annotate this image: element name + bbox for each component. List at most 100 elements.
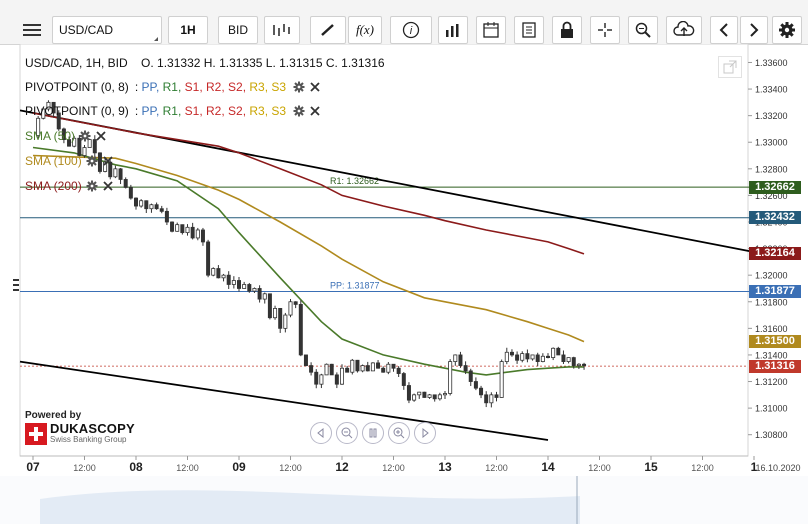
drawing-tool-button[interactable] [310,16,346,44]
chart-area[interactable]: 1.33600 1.33400 1.33200 1.33000 1.32800 1.326… [0,43,808,524]
candle-body [144,200,149,210]
candle-body [458,354,463,366]
plot-frame [19,43,749,457]
price-type-label: BID [227,23,248,37]
indicator-name: SMA (200) [25,179,82,193]
zoom-in-button[interactable] [388,422,410,444]
fullscreen-button[interactable] [718,56,742,78]
panel-drag-handle[interactable] [13,278,19,296]
pivot-level-pp: PP, [141,80,163,94]
candle-body [278,308,283,329]
indicator-controls[interactable] [86,154,114,168]
candle-body [283,314,288,329]
price-level-label: 1.31500 [749,335,801,349]
candle-body [453,354,458,362]
candle-body [329,363,334,376]
candle-body [67,139,72,147]
crosshair-button[interactable] [590,16,620,44]
indicator-controls[interactable] [86,179,114,193]
pivot-level-s3: S3 [271,80,290,94]
indicator-controls[interactable] [293,80,321,94]
price-type-select[interactable]: BID [218,16,258,44]
candle-body [360,365,365,372]
candle-body [195,229,200,239]
candle-body [128,187,133,199]
pan-right-button[interactable] [414,422,436,444]
y-tick-label: 1.33600 [755,58,788,68]
scroll-left-button[interactable] [710,16,738,44]
candle-body [273,308,278,319]
candle-body [46,101,51,110]
x-tick-label: 12:00 [588,463,611,473]
candle-body [113,168,118,178]
menu-icon[interactable] [17,16,47,44]
sma-200-line [32,112,585,255]
candle-body [494,394,499,398]
upload-button[interactable] [666,16,702,44]
candle-body [211,268,216,276]
scroll-right-button[interactable] [740,16,768,44]
zoom-out-button[interactable] [336,422,358,444]
lock-button[interactable] [552,16,582,44]
indicator-legend-row[interactable]: SMA (200) [25,179,114,193]
candle-body [551,347,556,358]
candle-body [257,288,262,300]
candle-body [546,355,551,358]
x-tick-label: 12 [335,460,349,474]
x-tick-label: 12:00 [176,463,199,473]
candle-body [303,354,308,366]
chart-navigation [310,422,436,444]
close-icon [103,156,113,166]
indicator-controls[interactable] [79,129,107,143]
indicator-legend-row[interactable]: PIVOTPOINT (0, 9): PP, R1, S1, R2, S2, R… [25,104,321,118]
cloud-upload-icon [673,21,695,36]
x-tick-label: 12:00 [485,463,508,473]
candle-body [309,365,314,373]
chevron-left-icon [719,23,728,37]
indicators-button[interactable]: f(x) [348,16,382,44]
candle-body [72,137,77,147]
info-button[interactable]: i [390,16,432,44]
indicator-legend-row[interactable]: SMA (100) [25,154,114,168]
gear-icon [293,105,305,117]
candle-body [566,357,571,362]
candle-body [190,226,195,239]
price-level-label: 1.32662 [749,180,801,194]
candle-body [139,200,144,207]
price-chart[interactable]: 1.33600 1.33400 1.33200 1.33000 1.32800 1.326… [0,43,808,524]
candle-body [103,161,108,172]
pivot-levels: : PP, R1, S1, R2, S2, R3, S3 [134,80,290,94]
pivot-level-pp: PP, [141,104,163,118]
candle-body [82,147,87,156]
settings-button[interactable] [772,16,802,44]
report-button[interactable] [514,16,544,44]
indicator-legend-row[interactable]: PIVOTPOINT (0, 8): PP, R1, S1, R2, S2, R… [25,80,321,94]
zoom-button[interactable] [628,16,658,44]
calendar-button[interactable] [476,16,506,44]
candle-body [118,168,123,180]
pause-icon [369,428,377,438]
volume-button[interactable] [438,16,468,44]
candle-body [231,280,236,285]
pan-left-button[interactable] [310,422,332,444]
candle-body [41,108,46,119]
x-tick-label: 13 [438,460,452,474]
indicator-controls[interactable] [293,104,321,118]
brand-name: DUKASCOPY [50,421,135,436]
candle-body [298,304,303,356]
indicator-legend-row[interactable]: SMA (50) [25,129,107,143]
candle-body [324,363,329,376]
timeframe-select[interactable]: 1H [168,16,208,44]
symbol-select[interactable]: USD/CAD [52,16,162,44]
calendar-icon [483,22,499,38]
candle-body [175,224,180,232]
timeframe-label: 1H [180,23,196,37]
candle-body [92,139,97,154]
candle-body [56,112,61,130]
pause-button[interactable] [362,422,384,444]
x-tick-label: 15 [644,460,658,474]
candle-body [314,371,319,385]
candle-body [468,370,473,382]
x-end-date-label: 16.10.2020 [755,463,800,473]
chart-type-button[interactable] [264,16,300,44]
